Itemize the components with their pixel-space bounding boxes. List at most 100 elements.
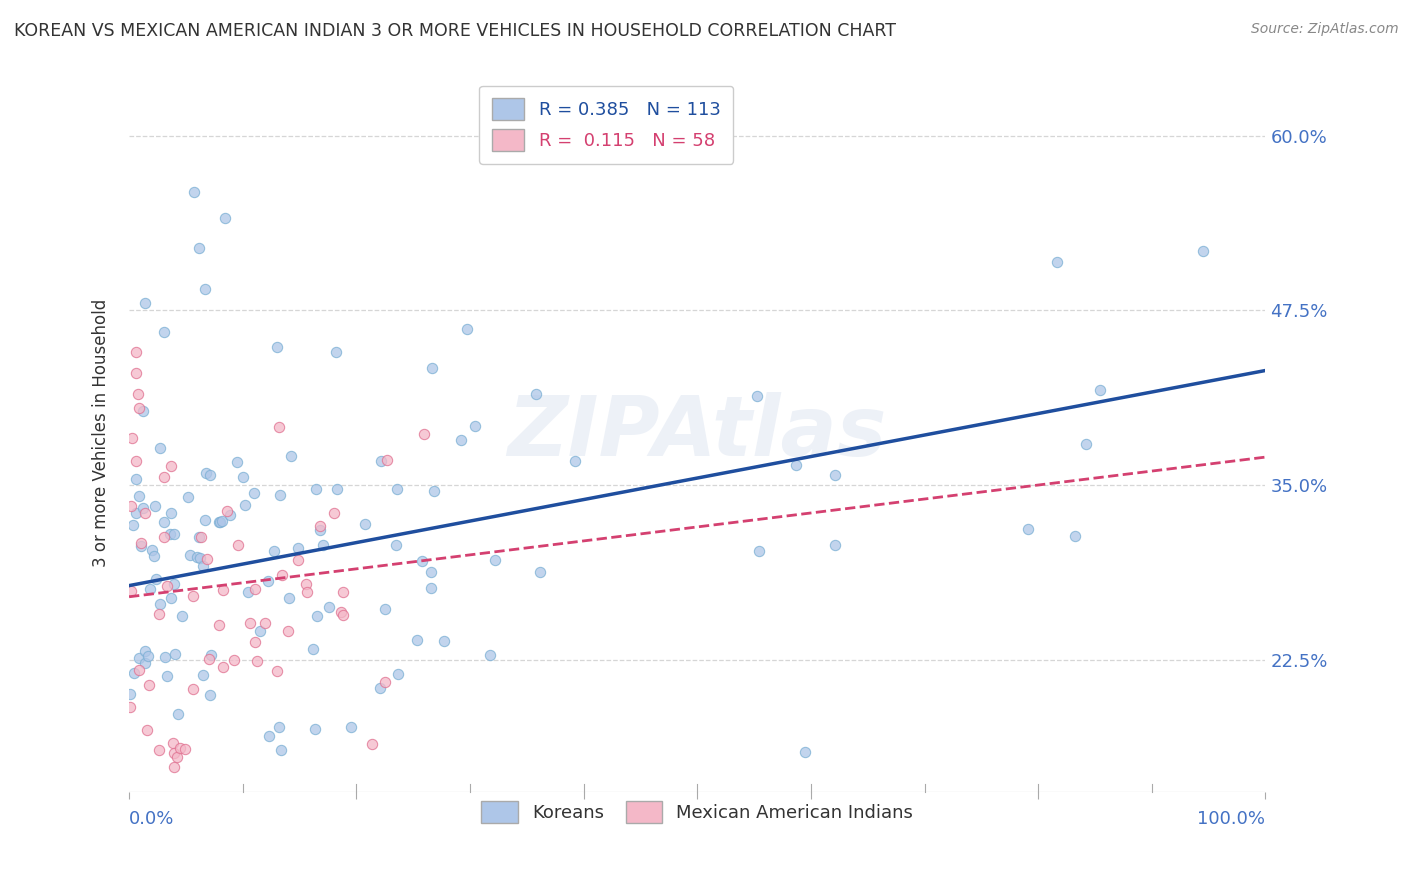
Point <box>233 498 256 512</box>
Point <box>309 519 332 533</box>
Point <box>124 506 146 520</box>
Point <box>173 741 195 756</box>
Point <box>387 666 409 681</box>
Point <box>385 482 408 496</box>
Point <box>249 624 271 638</box>
Point <box>1192 244 1215 259</box>
Point <box>128 489 150 503</box>
Point <box>254 615 277 630</box>
Point <box>163 576 186 591</box>
Point <box>354 516 377 531</box>
Point <box>188 551 211 566</box>
Point <box>1088 383 1111 397</box>
Point <box>181 682 204 697</box>
Point <box>266 341 288 355</box>
Point <box>122 518 145 533</box>
Point <box>245 635 267 649</box>
Point <box>194 513 217 527</box>
Point <box>263 543 285 558</box>
Point <box>301 641 323 656</box>
Point <box>156 579 179 593</box>
Point <box>160 459 183 474</box>
Y-axis label: 3 or more Vehicles in Household: 3 or more Vehicles in Household <box>93 299 110 566</box>
Point <box>128 651 150 665</box>
Point <box>138 678 160 692</box>
Point <box>450 433 472 447</box>
Point <box>304 723 326 737</box>
Point <box>156 668 179 682</box>
Point <box>195 466 218 480</box>
Point <box>323 506 346 520</box>
Point <box>181 589 204 603</box>
Point <box>159 591 181 605</box>
Point <box>211 583 233 598</box>
Point <box>329 605 352 619</box>
Point <box>128 663 150 677</box>
Point <box>183 185 205 199</box>
Point <box>236 584 259 599</box>
Point <box>564 454 586 468</box>
Point <box>325 482 347 496</box>
Point <box>406 633 429 648</box>
Point <box>433 633 456 648</box>
Point <box>208 515 231 529</box>
Point <box>149 441 172 455</box>
Point <box>748 543 770 558</box>
Point <box>215 504 238 518</box>
Point <box>1074 437 1097 451</box>
Point <box>340 720 363 734</box>
Point <box>242 486 264 500</box>
Point <box>160 506 183 520</box>
Point <box>162 736 184 750</box>
Point <box>190 529 212 543</box>
Point <box>131 539 153 553</box>
Point <box>269 720 291 734</box>
Point <box>188 530 211 544</box>
Point <box>149 597 172 611</box>
Point <box>134 657 156 671</box>
Point <box>198 467 221 482</box>
Point <box>1064 529 1087 543</box>
Point <box>484 553 506 567</box>
Point <box>143 549 166 563</box>
Point <box>124 666 146 681</box>
Point <box>163 527 186 541</box>
Point <box>120 584 142 599</box>
Point <box>141 543 163 558</box>
Point <box>214 211 236 225</box>
Point <box>257 730 280 744</box>
Point <box>222 653 245 667</box>
Point <box>374 674 396 689</box>
Point <box>419 565 441 579</box>
Point <box>120 687 142 701</box>
Point <box>145 573 167 587</box>
Text: Source: ZipAtlas.com: Source: ZipAtlas.com <box>1251 22 1399 37</box>
Point <box>375 453 398 467</box>
Point <box>132 404 155 418</box>
Point <box>239 615 262 630</box>
Text: 0.0%: 0.0% <box>129 810 174 829</box>
Point <box>153 470 176 484</box>
Point <box>200 648 222 663</box>
Point <box>139 582 162 596</box>
Point <box>211 514 233 528</box>
Point <box>195 552 218 566</box>
Point <box>1017 522 1039 536</box>
Point <box>134 644 156 658</box>
Point <box>824 467 846 482</box>
Point <box>226 538 249 552</box>
Point <box>193 668 215 682</box>
Point <box>148 607 170 621</box>
Point <box>824 538 846 552</box>
Point <box>360 737 382 751</box>
Point <box>332 607 354 622</box>
Point <box>374 602 396 616</box>
Point <box>125 345 148 359</box>
Point <box>257 574 280 588</box>
Point <box>134 296 156 310</box>
Point <box>208 618 231 632</box>
Point <box>745 389 768 403</box>
Point <box>211 659 233 673</box>
Point <box>529 565 551 579</box>
Point <box>270 743 292 757</box>
